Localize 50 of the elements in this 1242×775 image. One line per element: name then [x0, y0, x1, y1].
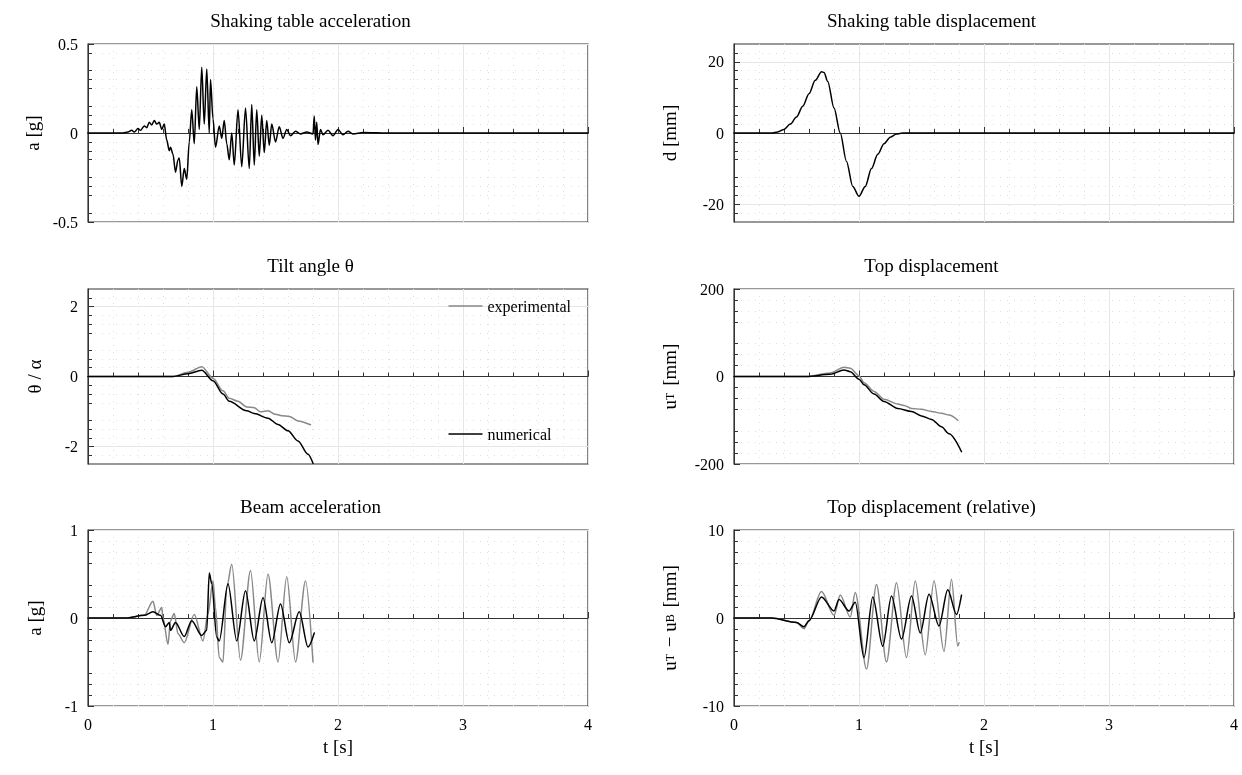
legend-label: numerical — [487, 425, 553, 443]
line-series — [87, 66, 589, 188]
line-series — [733, 369, 963, 453]
y-axis-title: a [g] — [21, 115, 43, 151]
y-tick-label: 0 — [70, 609, 78, 627]
x-tick-label: 4 — [1230, 715, 1238, 733]
chart-title: Shaking table acceleration — [210, 10, 412, 31]
y-tick-label: 0 — [70, 368, 78, 385]
chart-title: Beam acceleration — [240, 496, 382, 517]
y-axis-title: uT [mm] — [659, 343, 680, 410]
y-tick-label: 0.5 — [58, 35, 78, 53]
y-tick-label: -2 — [64, 438, 78, 455]
y-tick-label: -0.5 — [52, 213, 78, 231]
y-axis-title: θ / α — [24, 359, 45, 394]
line-series — [87, 369, 314, 465]
x-tick-label: 2 — [334, 715, 342, 733]
line-series — [87, 572, 315, 648]
y-tick-label: 20 — [708, 53, 724, 71]
x-tick-label: 0 — [730, 715, 738, 733]
y-tick-label: 1 — [70, 521, 78, 539]
y-tick-label: 2 — [70, 298, 78, 315]
line-series — [733, 589, 963, 659]
legend-label: experimental — [487, 297, 572, 316]
x-tick-label: 3 — [1105, 715, 1113, 733]
y-tick-label: 200 — [700, 280, 724, 298]
y-tick-label: 10 — [708, 521, 724, 539]
y-tick-label: 0 — [716, 368, 724, 385]
chart-title: Top displacement — [864, 255, 1000, 276]
x-axis-title: t [s] — [968, 735, 1000, 757]
chart-title: Tilt angle θ — [267, 255, 354, 276]
y-tick-label: 0 — [716, 124, 724, 142]
x-tick-label: 3 — [459, 715, 467, 733]
chart-title: Top displacement (relative) — [827, 496, 1036, 518]
chart-title: Shaking table displacement — [827, 10, 1037, 31]
y-tick-label: -10 — [702, 697, 724, 715]
x-axis-title: t [s] — [322, 735, 354, 757]
y-tick-label: 0 — [70, 124, 78, 142]
x-tick-label: 4 — [584, 715, 592, 733]
y-axis-title: a [g] — [24, 600, 45, 636]
x-tick-label: 2 — [980, 715, 988, 733]
x-tick-label: 1 — [209, 715, 217, 733]
x-tick-label: 1 — [855, 715, 863, 733]
y-tick-label: -200 — [694, 455, 724, 473]
y-axis-title: uT − uB [mm] — [659, 565, 680, 671]
y-tick-label: -20 — [702, 195, 724, 213]
line-series — [733, 71, 1235, 198]
y-tick-label: -1 — [64, 697, 78, 715]
y-tick-label: 0 — [716, 609, 724, 627]
y-axis-title: d [mm] — [659, 104, 680, 162]
x-tick-label: 0 — [84, 715, 92, 733]
